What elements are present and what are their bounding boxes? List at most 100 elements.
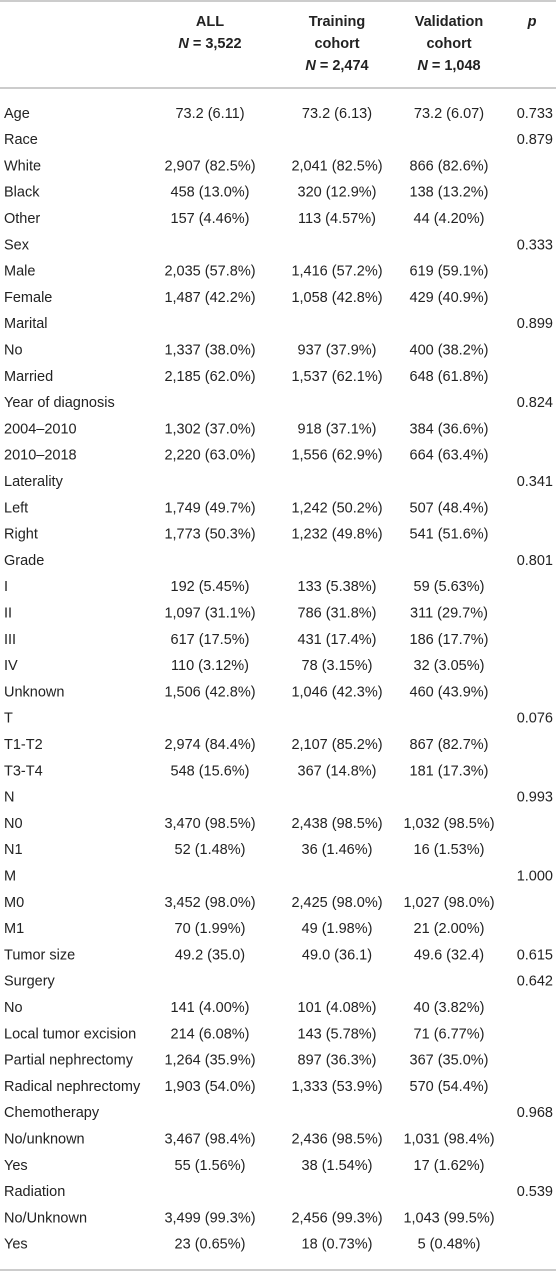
validation-value: 400 (38.2%) (410, 343, 489, 359)
p-value: 0.076 (517, 711, 553, 727)
all-value: 2,185 (62.0%) (164, 369, 255, 385)
row-label: II (4, 606, 12, 622)
validation-value: 40 (3.82%) (414, 1000, 485, 1016)
row-label: IV (4, 658, 18, 674)
p-value: 0.824 (517, 395, 553, 411)
n-symbol: N (178, 36, 189, 52)
all-value: 3,470 (98.5%) (164, 816, 255, 832)
all-value: 2,974 (84.4%) (164, 737, 255, 753)
column-n: N = 2,474 (305, 58, 368, 74)
all-value: 2,220 (63.0%) (164, 448, 255, 464)
training-value: 1,416 (57.2%) (291, 264, 382, 280)
row-label: Yes (4, 1237, 28, 1253)
all-value: 192 (5.45%) (171, 579, 250, 595)
validation-value: 49.6 (32.4) (414, 947, 484, 963)
p-value: 0.801 (517, 553, 553, 569)
all-value: 458 (13.0%) (171, 185, 250, 201)
p-value: 0.993 (517, 790, 553, 806)
row-label: Black (4, 185, 40, 201)
row-label: Radiation (4, 1184, 65, 1200)
validation-value: 71 (6.77%) (414, 1026, 485, 1042)
training-value: 133 (5.38%) (298, 579, 377, 595)
training-value: 1,232 (49.8%) (291, 527, 382, 543)
training-value: 367 (14.8%) (298, 763, 377, 779)
validation-value: 1,027 (98.0%) (403, 895, 494, 911)
row-label: Age (4, 106, 30, 122)
validation-value: 186 (17.7%) (410, 632, 489, 648)
training-value: 1,046 (42.3%) (291, 684, 382, 700)
column-n: N = 3,522 (178, 36, 241, 52)
column-title: p (527, 14, 537, 30)
training-value: 1,556 (62.9%) (291, 448, 382, 464)
validation-value: 460 (43.9%) (410, 684, 489, 700)
row-label: Yes (4, 1158, 28, 1174)
all-value: 2,907 (82.5%) (164, 158, 255, 174)
all-value: 548 (15.6%) (171, 763, 250, 779)
row-label: Surgery (4, 974, 56, 990)
row-label: 2010–2018 (4, 448, 77, 464)
validation-value: 138 (13.2%) (410, 185, 489, 201)
validation-value: 429 (40.9%) (410, 290, 489, 306)
row-label: T3-T4 (4, 763, 43, 779)
training-value: 786 (31.8%) (298, 606, 377, 622)
column-title: cohort (426, 36, 471, 52)
row-label: M0 (4, 895, 24, 911)
training-value: 320 (12.9%) (298, 185, 377, 201)
n-value: = 3,522 (193, 36, 242, 52)
all-value: 1,773 (50.3%) (164, 527, 255, 543)
training-value: 2,438 (98.5%) (291, 816, 382, 832)
all-value: 3,499 (99.3%) (164, 1210, 255, 1226)
row-label: N1 (4, 842, 23, 858)
training-value: 101 (4.08%) (298, 1000, 377, 1016)
row-label: Marital (4, 316, 48, 332)
training-value: 18 (0.73%) (302, 1237, 373, 1253)
all-value: 73.2 (6.11) (175, 106, 244, 122)
all-value: 1,749 (49.7%) (164, 500, 255, 516)
row-label: Sex (4, 237, 30, 253)
row-label: Chemotherapy (4, 1105, 100, 1121)
row-label: No/unknown (4, 1132, 85, 1148)
all-value: 23 (0.65%) (175, 1237, 246, 1253)
row-label: 2004–2010 (4, 421, 77, 437)
p-value: 0.615 (517, 947, 553, 963)
n-symbol: N (305, 58, 316, 74)
row-label: T1-T2 (4, 737, 43, 753)
validation-value: 16 (1.53%) (414, 842, 485, 858)
row-label: N0 (4, 816, 23, 832)
p-value: 0.899 (517, 316, 553, 332)
training-value: 143 (5.78%) (298, 1026, 377, 1042)
row-label: Other (4, 211, 40, 227)
training-value: 2,107 (85.2%) (291, 737, 382, 753)
validation-value: 570 (54.4%) (410, 1079, 489, 1095)
training-value: 49.0 (36.1) (302, 947, 372, 963)
column-title: cohort (314, 36, 359, 52)
n-symbol: N (417, 58, 428, 74)
row-label: White (4, 158, 41, 174)
all-value: 214 (6.08%) (171, 1026, 250, 1042)
row-label: Unknown (4, 684, 64, 700)
all-value: 1,903 (54.0%) (164, 1079, 255, 1095)
validation-value: 1,032 (98.5%) (403, 816, 494, 832)
validation-value: 1,031 (98.4%) (403, 1132, 494, 1148)
all-value: 1,337 (38.0%) (164, 343, 255, 359)
training-value: 1,058 (42.8%) (291, 290, 382, 306)
row-label: Female (4, 290, 52, 306)
validation-value: 619 (59.1%) (410, 264, 489, 280)
validation-value: 311 (29.7%) (410, 606, 488, 622)
validation-value: 181 (17.3%) (410, 763, 489, 779)
column-title: Training (309, 14, 365, 30)
training-value: 2,041 (82.5%) (291, 158, 382, 174)
training-value: 1,333 (53.9%) (291, 1079, 382, 1095)
column-title: Validation (415, 14, 484, 30)
all-value: 55 (1.56%) (175, 1158, 246, 1174)
p-value: 0.341 (517, 474, 553, 490)
n-value: = 1,048 (432, 58, 481, 74)
validation-value: 867 (82.7%) (410, 737, 489, 753)
row-label: I (4, 579, 8, 595)
training-value: 73.2 (6.13) (302, 106, 372, 122)
all-value: 1,506 (42.8%) (164, 684, 255, 700)
all-value: 3,452 (98.0%) (164, 895, 255, 911)
training-value: 431 (17.4%) (298, 632, 377, 648)
